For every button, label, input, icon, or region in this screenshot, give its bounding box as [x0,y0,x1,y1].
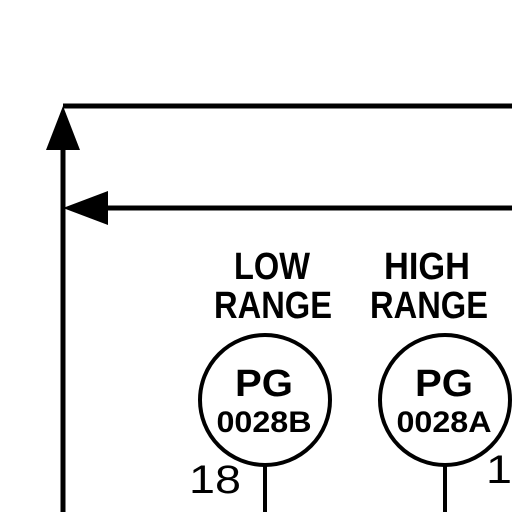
high-range-label-line2: RANGE [370,285,488,327]
left-arrow-icon [63,191,108,225]
low-range-label-line2: RANGE [214,285,332,327]
low-range-label-line1: LOW [234,246,310,288]
gauge-tag: PG [235,363,293,405]
gauge-pg-0028a[interactable]: PG 0028A [378,333,512,512]
line-number-label: 18 [189,458,241,502]
gauge-id: 0028B [217,406,312,439]
gauge-tag: PG [415,363,473,405]
up-arrow-icon [46,106,80,150]
gauge-pg-0028b[interactable]: PG 0028B [198,333,332,512]
high-range-label-line1: HIGH [384,246,470,288]
gauge-id: 0028A [397,406,492,439]
line-number-label: 18 [486,448,512,492]
